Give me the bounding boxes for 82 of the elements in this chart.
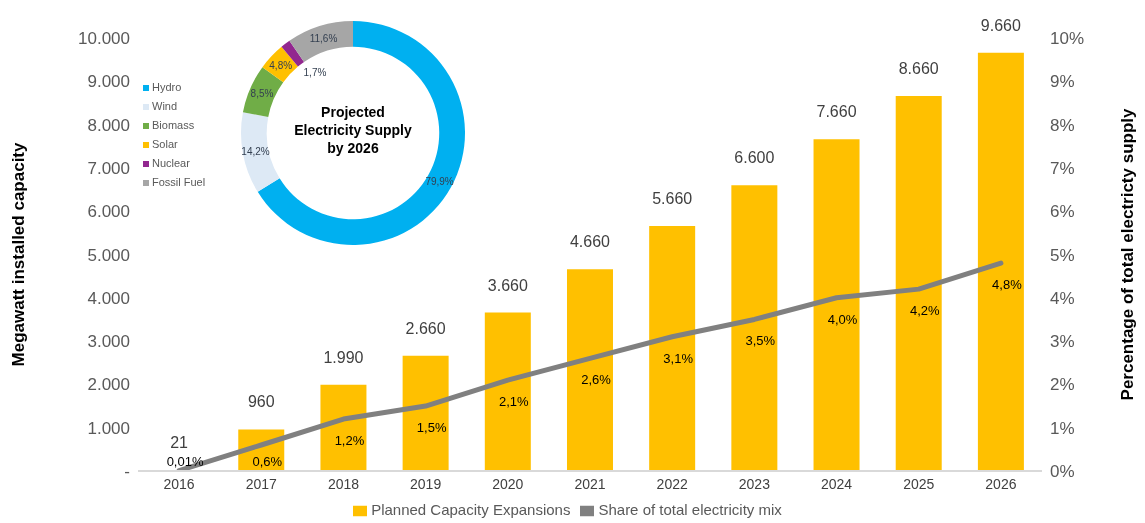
data-label: 6.600 — [734, 149, 775, 167]
legend-label: Biomass — [152, 118, 195, 133]
y2-tick-label: 8% — [1050, 115, 1075, 135]
y-tick-label: 1.000 — [87, 418, 130, 438]
y-tick-label: 5.000 — [87, 245, 130, 265]
data-label: 960 — [247, 393, 275, 411]
data-label: 79,9% — [425, 175, 454, 187]
y2-tick-label: 1% — [1050, 418, 1075, 438]
data-label: 0,6% — [252, 454, 283, 469]
donut-slice — [289, 21, 353, 63]
data-label: 1,5% — [416, 420, 447, 436]
data-label: 3,5% — [745, 333, 776, 349]
data-label: 9.660 — [980, 16, 1022, 34]
data-label: 1.990 — [323, 348, 364, 366]
x-tick-label: 2022 — [656, 475, 688, 492]
legend-label: Wind — [152, 99, 178, 114]
legend-label: Share of total electricity mix — [598, 500, 782, 518]
bar — [402, 355, 449, 471]
y2-tick-label: 0% — [1050, 462, 1075, 481]
y2-tick-label: 9% — [1050, 72, 1075, 92]
y2-tick-label: 10% — [1050, 29, 1085, 49]
data-label: 7.660 — [816, 103, 857, 121]
y2-tick-label: 2% — [1050, 375, 1075, 395]
text: Projected Electricity Supply by 2026 — [293, 103, 413, 157]
bar — [484, 312, 531, 471]
y-tick-label: 9.000 — [87, 72, 130, 92]
data-label: 4.660 — [569, 233, 611, 251]
x-tick-label: 2018 — [327, 475, 360, 492]
y-tick-label: 3.000 — [87, 332, 130, 352]
y-tick-label: 6.000 — [87, 202, 130, 222]
x-tick-label: 2019 — [410, 475, 442, 492]
y-tick-label: 7.000 — [87, 158, 130, 178]
y-tick-label: 4.000 — [87, 288, 130, 308]
data-label: 1,7% — [303, 66, 327, 78]
donut-slice — [241, 112, 280, 192]
data-label: 8.660 — [898, 60, 939, 78]
legend-label: Solar — [152, 137, 178, 152]
y-tick-label: 8.000 — [87, 115, 130, 135]
data-label: 11,6% — [309, 32, 338, 44]
bar — [895, 96, 942, 471]
data-label: 3.660 — [487, 276, 528, 294]
data-label: 14,2% — [241, 145, 270, 157]
y-tick-label: - — [124, 462, 130, 481]
x-tick-label: 2020 — [492, 475, 524, 492]
data-label: 5.660 — [652, 189, 693, 207]
data-label: 4,2% — [909, 303, 940, 319]
legend-label: Nuclear — [152, 156, 190, 171]
legend-label: Hydro — [152, 80, 182, 95]
data-label: 21 — [170, 434, 189, 452]
y-tick-label: 10.000 — [78, 29, 130, 49]
bar — [649, 225, 696, 471]
x-tick-label: 2023 — [738, 475, 771, 492]
legend-label: Planned Capacity Expansions — [371, 500, 571, 518]
x-tick-label: 2016 — [163, 475, 195, 492]
y2-axis-title: Percentage of total electricty supply — [1118, 107, 1138, 401]
data-label: 1,2% — [334, 433, 365, 449]
x-tick-label: 2017 — [245, 475, 278, 492]
y2-tick-label: 5% — [1050, 245, 1075, 265]
data-label: 0,01% — [166, 454, 204, 469]
data-label: 2,6% — [581, 372, 612, 388]
data-label: 2.660 — [405, 319, 446, 337]
data-label: 4,0% — [827, 311, 858, 327]
data-label: 4,8% — [992, 277, 1023, 293]
bar — [977, 52, 1024, 471]
y2-tick-label: 7% — [1050, 158, 1075, 178]
legend-label: Fossil Fuel — [152, 175, 206, 190]
y2-tick-label: 4% — [1050, 288, 1075, 308]
data-label: 2,1% — [499, 394, 530, 410]
y-tick-label: 2.000 — [87, 375, 130, 395]
bar — [813, 139, 860, 471]
data-label: 4,8% — [269, 59, 293, 71]
y2-tick-label: 3% — [1050, 332, 1075, 352]
x-tick-label: 2025 — [903, 475, 935, 492]
x-tick-label: 2024 — [820, 475, 853, 492]
y2-tick-label: 6% — [1050, 202, 1075, 222]
data-label: 8,5% — [250, 88, 274, 100]
x-tick-label: 2026 — [985, 475, 1017, 492]
bar — [731, 185, 778, 471]
data-label: 3,1% — [663, 350, 694, 366]
bar — [566, 269, 613, 471]
x-tick-label: 2021 — [574, 475, 606, 492]
y-axis-title: Megawatt installed capacity — [9, 141, 29, 367]
